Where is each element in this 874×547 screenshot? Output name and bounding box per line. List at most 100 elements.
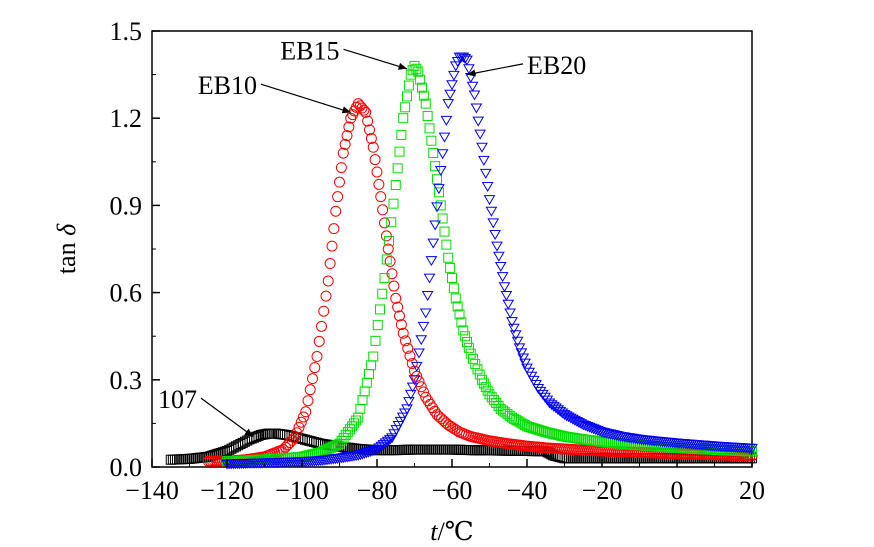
point-eb10-93 bbox=[392, 301, 404, 313]
point-eb20-110 bbox=[448, 70, 460, 81]
point-eb10-48 bbox=[304, 384, 316, 396]
point-eb20-147 bbox=[517, 353, 530, 364]
point-eb20-96 bbox=[421, 291, 434, 301]
point-eb20-105 bbox=[438, 132, 451, 143]
x-tick-label: −40 bbox=[507, 476, 548, 505]
point-eb15-127 bbox=[480, 382, 491, 393]
point-eb10-107 bbox=[422, 395, 434, 407]
point-eb20-128 bbox=[481, 182, 494, 192]
point-eb15-75 bbox=[379, 273, 390, 284]
point-eb10-73 bbox=[354, 100, 366, 112]
point-eb20-144 bbox=[511, 336, 524, 347]
point-eb20-107 bbox=[442, 99, 455, 110]
point-eb10-61 bbox=[332, 191, 344, 203]
point-eb20-170 bbox=[566, 414, 579, 425]
point-eb20-75 bbox=[377, 440, 390, 451]
point-eb20-108 bbox=[444, 89, 456, 100]
point-eb15-108 bbox=[443, 252, 454, 263]
point-eb10-45 bbox=[298, 411, 309, 423]
point-eb10-91 bbox=[388, 280, 400, 292]
point-eb15-71 bbox=[370, 335, 381, 346]
point-eb20-99 bbox=[427, 238, 440, 249]
point-eb15-106 bbox=[439, 226, 450, 237]
point-eb20-256 bbox=[746, 443, 758, 454]
series-eb15 bbox=[222, 60, 757, 467]
point-eb10-44 bbox=[295, 416, 307, 428]
point-eb20-121 bbox=[468, 90, 481, 101]
point-eb10-43 bbox=[293, 421, 305, 433]
point-eb15-65 bbox=[357, 395, 368, 406]
point-eb20-89 bbox=[406, 382, 419, 393]
point-eb20-169 bbox=[564, 413, 577, 424]
point-eb15-118 bbox=[462, 337, 472, 348]
point-eb10-96 bbox=[397, 327, 409, 339]
point-eb20-124 bbox=[474, 129, 486, 140]
series-annotations: 107 EB10 EB15 EB20 bbox=[158, 36, 586, 437]
point-eb10-109 bbox=[427, 402, 438, 414]
point-eb10-79 bbox=[365, 133, 377, 145]
point-eb15-99 bbox=[426, 135, 437, 146]
point-eb10-76 bbox=[360, 106, 372, 118]
axis-ticks: −140 −120 −100 −80 −60 −40 −20 0 20 0.0 0.3 0.6 0.9 1… bbox=[110, 17, 766, 505]
point-eb20-76 bbox=[379, 438, 392, 449]
x-tick-label: 0 bbox=[671, 476, 684, 505]
point-eb20-126 bbox=[478, 155, 490, 166]
point-eb10-83 bbox=[373, 178, 385, 190]
point-eb15-126 bbox=[478, 378, 489, 389]
series-eb10 bbox=[202, 98, 758, 467]
point-eb20-92 bbox=[413, 348, 425, 359]
point-eb20-161 bbox=[547, 401, 560, 412]
point-eb20-116 bbox=[459, 54, 471, 65]
point-eb15-96 bbox=[420, 98, 431, 109]
point-eb15-94 bbox=[417, 82, 427, 93]
point-eb20-134 bbox=[493, 251, 505, 262]
point-eb10-65 bbox=[339, 138, 351, 150]
point-eb15-95 bbox=[418, 90, 429, 101]
annotation-label-eb15: EB15 bbox=[280, 36, 339, 65]
point-eb10-54 bbox=[318, 305, 330, 317]
point-eb15-90 bbox=[409, 60, 420, 71]
point-eb15-114 bbox=[454, 309, 465, 320]
point-eb20-104 bbox=[436, 149, 449, 160]
point-eb15-111 bbox=[448, 283, 459, 294]
point-eb10-94 bbox=[394, 310, 405, 322]
point-eb15-62 bbox=[351, 415, 362, 426]
point-eb15-113 bbox=[452, 301, 463, 312]
point-eb20-87 bbox=[403, 397, 415, 408]
point-eb20-172 bbox=[571, 416, 583, 427]
point-eb20-73 bbox=[373, 443, 386, 454]
point-eb15-74 bbox=[377, 288, 388, 299]
point-eb20-139 bbox=[502, 299, 515, 310]
point-eb15-72 bbox=[372, 320, 383, 331]
annotation-leader-eb10 bbox=[260, 83, 351, 114]
point-eb20-90 bbox=[408, 375, 421, 386]
point-eb15-77 bbox=[384, 235, 394, 246]
point-eb15-117 bbox=[460, 331, 471, 342]
point-eb15-116 bbox=[458, 325, 469, 336]
point-eb15-109 bbox=[445, 262, 456, 273]
point-eb15-115 bbox=[456, 317, 467, 328]
point-eb15-92 bbox=[413, 66, 424, 77]
point-eb10-63 bbox=[335, 162, 347, 174]
x-tick-label: −20 bbox=[582, 476, 623, 505]
point-eb15-110 bbox=[447, 273, 457, 284]
point-eb10-100 bbox=[406, 358, 418, 370]
point-eb10-99 bbox=[404, 350, 416, 362]
point-eb15-79 bbox=[388, 198, 399, 209]
x-tick-label: −60 bbox=[432, 476, 473, 505]
point-eb15-87 bbox=[403, 80, 414, 91]
point-eb10-64 bbox=[337, 147, 349, 159]
point-eb20-103 bbox=[434, 166, 447, 177]
point-eb10-58 bbox=[326, 240, 338, 252]
point-eb10-49 bbox=[307, 373, 318, 385]
point-eb15-85 bbox=[400, 102, 411, 113]
point-eb20-167 bbox=[560, 411, 573, 422]
annotation-label-107: 107 bbox=[158, 385, 197, 414]
point-eb20-123 bbox=[472, 116, 485, 127]
point-eb15-82 bbox=[394, 146, 405, 157]
point-eb20-77 bbox=[381, 436, 394, 447]
point-eb10-67 bbox=[343, 121, 355, 133]
point-eb20-72 bbox=[371, 445, 383, 456]
point-eb10-80 bbox=[367, 141, 379, 153]
x-axis-title: t/℃ bbox=[430, 517, 474, 546]
